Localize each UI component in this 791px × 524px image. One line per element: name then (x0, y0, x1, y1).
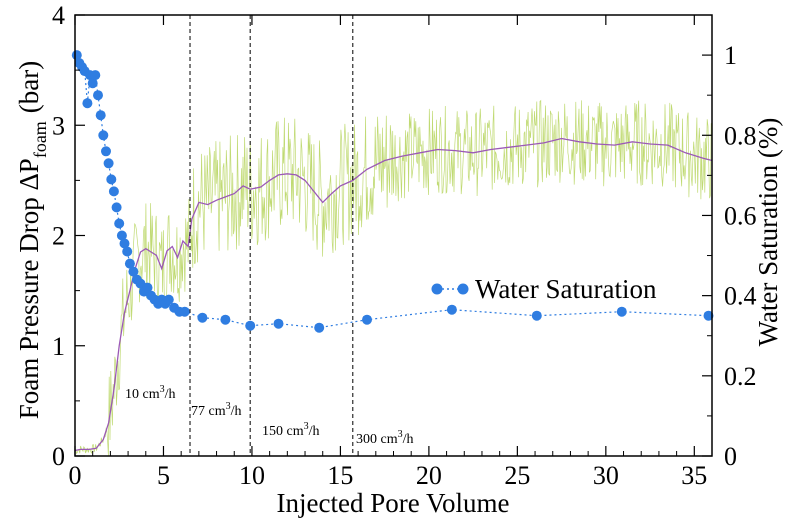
y-right-tick-label: 0.8 (724, 121, 757, 150)
left-axis-title-main: Foam Pressure Drop ΔP (14, 158, 44, 419)
water-saturation-point (106, 174, 117, 185)
y-left-tick-label: 0 (52, 442, 65, 471)
left-axis-title-sub: foam (30, 121, 50, 158)
water-saturation-point (108, 186, 119, 197)
water-saturation-point (90, 70, 101, 81)
rate-label-150: 150 cm3/h (262, 421, 320, 439)
water-saturation-point (128, 266, 139, 277)
x-tick-label: 0 (69, 461, 82, 490)
y-right-tick-label: 1 (724, 41, 737, 70)
water-saturation-point (98, 130, 109, 141)
x-tick-label: 30 (593, 461, 619, 490)
y-right-tick-label: 0.4 (724, 282, 757, 311)
water-saturation-point (116, 230, 127, 241)
water-saturation-point (124, 258, 135, 269)
svg-text:Foam Pressure Drop ΔPfoam(bar: Foam Pressure Drop ΔPfoam (bar) (14, 61, 50, 420)
water-saturation-series (71, 50, 714, 333)
water-saturation-point (95, 110, 106, 121)
flow-rate-change-lines (189, 15, 354, 456)
water-saturation-point (273, 318, 284, 329)
raw-pressure-series (74, 99, 712, 457)
y-right-tick-label: 0.2 (724, 362, 757, 391)
y-left-tick-label: 2 (52, 222, 65, 251)
water-saturation-point (114, 218, 125, 229)
water-saturation-point (220, 314, 231, 325)
water-saturation-point (531, 310, 542, 321)
rate-label-10: 10 cm3/h (125, 384, 176, 402)
water-saturation-point (103, 158, 114, 169)
x-tick-label: 10 (239, 461, 265, 490)
legend: Water Saturation (431, 274, 657, 304)
y-left-tick-label: 4 (52, 1, 65, 30)
raw-pressure-line (74, 99, 712, 457)
water-saturation-point (82, 98, 93, 109)
water-saturation-point (616, 306, 627, 317)
water-saturation-point (119, 238, 130, 249)
water-saturation-point (142, 282, 153, 293)
legend-label: Water Saturation (475, 274, 657, 304)
water-saturation-point (179, 306, 190, 317)
legend-marker-right (457, 283, 469, 295)
water-saturation-point (703, 310, 714, 321)
water-saturation-point (111, 202, 122, 213)
svg-text:300 cm3/h: 300 cm3/h (356, 429, 414, 447)
svg-text:Water Saturation (%): Water Saturation (%) (753, 118, 783, 347)
left-axis-title-unit: (bar) (14, 61, 44, 113)
water-saturation-point (163, 294, 174, 305)
legend-marker-left (431, 283, 443, 295)
y-left-tick-label: 3 (52, 111, 65, 140)
svg-text:150 cm3/h: 150 cm3/h (262, 421, 320, 439)
water-saturation-point (197, 312, 208, 323)
x-axis-title: Injected Pore Volume (277, 488, 510, 518)
axis-ticks: 0 5 10 15 20 25 30 35 0 1 2 3 4 0 0.2 0.4 0.6 0.8 1 (52, 1, 757, 490)
water-saturation-point (87, 78, 98, 89)
x-tick-label: 15 (327, 461, 353, 490)
svg-text:77 cm3/h: 77 cm3/h (191, 401, 242, 419)
x-tick-label: 35 (681, 461, 707, 490)
water-saturation-point (446, 304, 457, 315)
rate-label-77: 77 cm3/h (191, 401, 242, 419)
water-saturation-point (93, 90, 103, 101)
water-saturation-point (101, 146, 111, 157)
svg-text:10 cm3/h: 10 cm3/h (125, 384, 176, 402)
water-saturation-line (76, 54, 709, 329)
y-right-tick-label: 0 (724, 442, 737, 471)
water-saturation-point (245, 320, 256, 331)
rate-label-300: 300 cm3/h (356, 429, 414, 447)
x-tick-label: 5 (157, 461, 170, 490)
y-left-tick-label: 1 (52, 332, 65, 361)
water-saturation-point (122, 246, 133, 257)
water-saturation-point (314, 322, 325, 333)
x-tick-label: 20 (416, 461, 442, 490)
left-axis-title: Foam Pressure Drop ΔPfoam (bar) (14, 61, 50, 420)
right-axis-title: Water Saturation (%) (753, 118, 783, 347)
water-saturation-point (362, 314, 372, 325)
x-tick-label: 25 (504, 461, 530, 490)
y-right-tick-label: 0.6 (724, 201, 757, 230)
